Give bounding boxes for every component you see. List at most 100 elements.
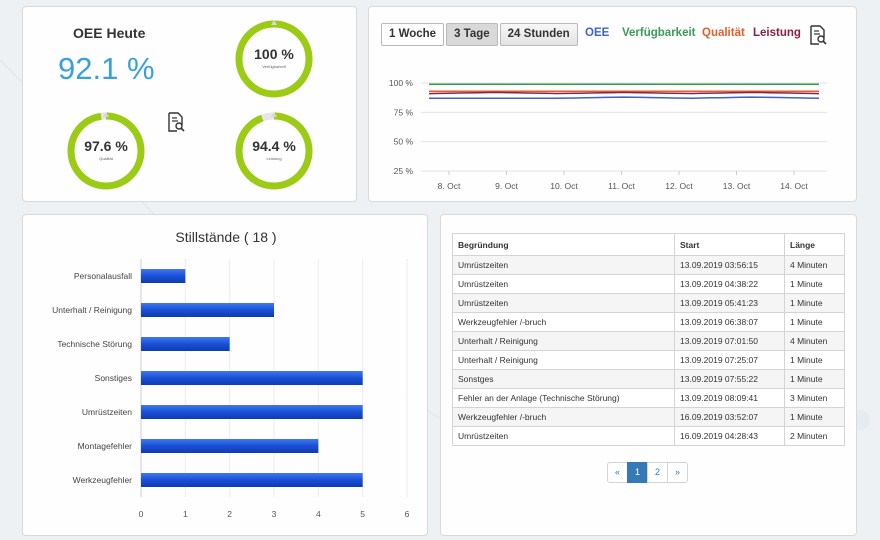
table-row: Unterhalt / Reinigung 13.09.2019 07:01:50… — [452, 331, 845, 351]
cell-reason: Unterhalt / Reinigung — [452, 350, 675, 370]
bar — [141, 303, 274, 317]
x-tick-label: 12. Oct — [665, 181, 693, 191]
cell-start: 13.09.2019 08:09:41 — [674, 388, 785, 408]
table-header-row: Begründung Start Länge — [452, 233, 845, 256]
legend-verfuegbarkeit[interactable]: Verfügbarkeit — [622, 27, 696, 39]
gauge-ring — [235, 20, 313, 98]
report-search-icon[interactable] — [167, 112, 185, 132]
x-tick-label: 2 — [227, 509, 232, 519]
stops-table-panel: Begründung Start Länge Umrüstzeiten 13.09… — [440, 214, 857, 536]
bar — [141, 405, 363, 419]
cell-start: 13.09.2019 05:41:23 — [674, 293, 785, 313]
col-header-laenge[interactable]: Länge — [784, 233, 845, 256]
x-tick-label: 3 — [272, 509, 277, 519]
stops-chart-title: Stillstände ( 18 ) — [175, 229, 277, 245]
series-line-oee — [429, 96, 820, 100]
cell-start: 13.09.2019 04:38:22 — [674, 274, 785, 294]
pagination-prev[interactable]: « — [607, 462, 628, 483]
cell-length: 4 Minuten — [784, 331, 845, 351]
cell-start: 13.09.2019 06:38:07 — [674, 312, 785, 332]
cell-reason: Unterhalt / Reinigung — [452, 331, 675, 351]
cell-start: 13.09.2019 07:25:07 — [674, 350, 785, 370]
series-line-leistung — [428, 91, 820, 95]
pagination: « 1 2 » — [607, 462, 688, 483]
x-tick-label: 6 — [405, 509, 410, 519]
cell-length: 1 Minute — [784, 274, 845, 294]
table-row: Umrüstzeiten 16.09.2019 04:28:43 2 Minuten — [452, 426, 845, 446]
y-tick-label: 100 % — [389, 78, 414, 88]
legend-qualitaet[interactable]: Qualität — [702, 27, 745, 39]
stops-panel: Stillstände ( 18 ) 0 1 2 3 4 5 6 Personalausfal… — [22, 214, 428, 536]
x-tick-label: 8. Oct — [438, 181, 461, 191]
time-range-buttons: 1 Woche 3 Tage 24 Stunden — [381, 23, 580, 46]
cell-reason: Umrüstzeiten — [452, 293, 675, 313]
x-tick-label: 1 — [183, 509, 188, 519]
x-tick-label: 13. Oct — [723, 181, 751, 191]
gauge-leistung: 94.4 % Leistung — [234, 111, 314, 191]
cell-length: 1 Minute — [784, 293, 845, 313]
gauge-verfuegbarkeit: 100 % Verfügbarkeit — [234, 19, 314, 99]
x-tick-label: 9. Oct — [495, 181, 518, 191]
col-header-start[interactable]: Start — [674, 233, 785, 256]
x-tick-label: 14. Oct — [780, 181, 808, 191]
pagination-next[interactable]: » — [667, 462, 688, 483]
cell-start: 16.09.2019 04:28:43 — [674, 426, 785, 446]
cell-reason: Werkzeugfehler /-bruch — [452, 407, 675, 427]
y-category-label: Montagefehler — [78, 441, 133, 451]
col-header-begruendung[interactable]: Begründung — [452, 233, 675, 256]
gauge-value: 94.4 % — [252, 138, 296, 154]
gauge-label: Qualität — [99, 156, 113, 161]
y-tick-label: 25 % — [394, 166, 414, 176]
table-row: Werkzeugfehler /-bruch 13.09.2019 06:38:0… — [452, 312, 845, 332]
y-tick-label: 50 % — [394, 137, 414, 147]
cell-length: 1 Minute — [784, 350, 845, 370]
cell-reason: Sonstges — [452, 369, 675, 389]
oee-title: OEE Heute — [73, 25, 146, 41]
bar — [141, 337, 230, 351]
gauge-label: Leistung — [266, 156, 282, 161]
legend-oee[interactable]: OEE — [585, 27, 610, 39]
cell-start: 16.09.2019 03:52:07 — [674, 407, 785, 427]
table-row: Werkzeugfehler /-bruch 16.09.2019 03:52:0… — [452, 407, 845, 427]
table-row: Umrüstzeiten 13.09.2019 03:56:15 4 Minuten — [452, 255, 845, 275]
trend-panel: 1 Woche 3 Tage 24 Stunden OEE Verfügbark… — [368, 6, 857, 202]
y-category-label: Werkzeugfehler — [73, 475, 133, 485]
gauge-ring — [235, 112, 313, 190]
y-category-label: Unterhalt / Reinigung — [52, 305, 132, 315]
report-search-icon[interactable] — [809, 25, 827, 45]
y-category-label: Technische Störung — [57, 339, 132, 349]
y-category-label: Umrüstzeiten — [82, 407, 132, 417]
stops-table: Begründung Start Länge Umrüstzeiten 13.09… — [452, 233, 845, 446]
cell-reason: Werkzeugfehler /-bruch — [452, 312, 675, 332]
btn-1-woche[interactable]: 1 Woche — [381, 23, 445, 46]
btn-24-stunden[interactable]: 24 Stunden — [499, 23, 578, 46]
x-tick-label: 5 — [360, 509, 365, 519]
gauge-value: 100 % — [254, 46, 294, 62]
bar — [141, 473, 363, 487]
table-row: Unterhalt / Reinigung 13.09.2019 07:25:07… — [452, 350, 845, 370]
trend-line-chart: 25 % 50 % 75 % 100 % 8. Oct 9. Oct 10. Oct 11. … — [389, 78, 827, 191]
btn-3-tage[interactable]: 3 Tage — [446, 23, 498, 46]
cell-reason: Umrüstzeiten — [452, 426, 675, 446]
cell-length: 4 Minuten — [784, 255, 845, 275]
table-row: Sonstges 13.09.2019 07:55:22 1 Minute — [452, 369, 845, 389]
legend-leistung[interactable]: Leistung — [753, 27, 801, 39]
stops-bar-chart: 0 1 2 3 4 5 6 Personalausfall Unterhalt / Reinig… — [52, 259, 410, 519]
pagination-page-1[interactable]: 1 — [627, 462, 648, 483]
gauge-value: 97.6 % — [84, 138, 128, 154]
oee-panel: OEE Heute 92.1 % 100 % Verfügbarkeit 97.… — [22, 6, 357, 202]
cell-length: 1 Minute — [784, 407, 845, 427]
x-tick-label: 10. Oct — [550, 181, 578, 191]
y-category-label: Personalausfall — [74, 271, 132, 281]
bar — [141, 269, 186, 283]
gauge-ring — [67, 112, 145, 190]
y-category-label: Sonstiges — [95, 373, 132, 383]
cell-reason: Umrüstzeiten — [452, 274, 675, 294]
gauge-qualitaet: 97.6 % Qualität — [66, 111, 146, 191]
cell-start: 13.09.2019 07:55:22 — [674, 369, 785, 389]
cell-length: 2 Minuten — [784, 426, 845, 446]
x-tick-label: 4 — [316, 509, 321, 519]
cell-length: 3 Minuten — [784, 388, 845, 408]
cell-reason: Umrüstzeiten — [452, 255, 675, 275]
pagination-page-2[interactable]: 2 — [647, 462, 668, 483]
